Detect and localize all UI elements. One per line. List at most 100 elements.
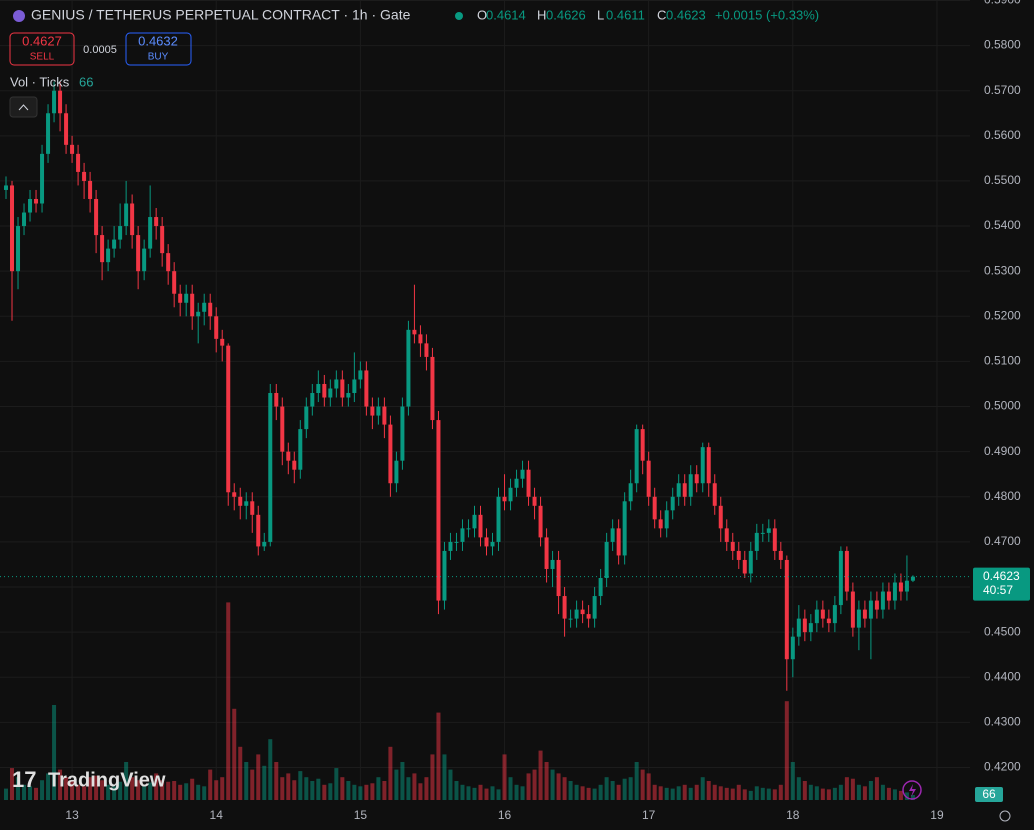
candle-body — [328, 388, 333, 398]
sell-label[interactable]: SELL — [30, 52, 55, 63]
volume-bar — [514, 784, 519, 800]
volume-bar — [862, 786, 867, 800]
buy-button[interactable] — [125, 32, 192, 66]
volume-bar — [778, 784, 783, 800]
candle-body — [472, 514, 477, 529]
volume-bar — [538, 750, 543, 800]
volume-bar — [118, 781, 123, 800]
time-axis-bg — [0, 802, 1034, 830]
candle-body — [118, 226, 123, 240]
candle-body — [430, 356, 435, 421]
candle-body — [820, 609, 825, 619]
ohlc-label: C — [657, 7, 666, 22]
symbol-title[interactable]: GENIUS / TETHERUS PERPETUAL CONTRACT · 1… — [31, 7, 411, 23]
ohlc-value: 0.4614 — [486, 7, 526, 22]
volume-bar — [340, 777, 345, 800]
volume-bar — [658, 786, 663, 800]
buy-price[interactable]: 0.4632 — [138, 33, 178, 48]
ohlc-label: L — [597, 7, 604, 22]
last-price-label: 0.4623 — [983, 569, 1020, 583]
candle-body — [730, 541, 735, 551]
candle-body — [508, 487, 513, 502]
volume-bar — [868, 781, 873, 800]
volume-bar — [646, 773, 651, 800]
candle-body — [148, 217, 153, 249]
y-tick-label: 0.4200 — [984, 760, 1021, 774]
candles — [4, 81, 915, 691]
candle-body — [772, 528, 777, 551]
candle-body — [682, 483, 687, 497]
candle-body — [208, 302, 213, 317]
volume-bar — [286, 773, 291, 800]
candle-body — [610, 528, 615, 542]
volume-bar — [808, 784, 813, 800]
sell-button[interactable] — [9, 32, 75, 66]
candle-body — [898, 582, 903, 592]
volume-bar — [640, 769, 645, 800]
volume-bar — [274, 762, 279, 800]
candle-body — [562, 596, 567, 619]
candle-body — [256, 514, 261, 547]
volume-bar — [814, 786, 819, 800]
candle-body — [334, 379, 339, 389]
candle-body — [424, 343, 429, 357]
candle-body — [784, 559, 789, 660]
y-tick-label: 0.5800 — [984, 38, 1021, 52]
volume-bar — [220, 777, 225, 800]
buy-label[interactable]: BUY — [148, 52, 169, 63]
candle-body — [442, 550, 447, 601]
candle-body — [136, 235, 141, 272]
alert-icon[interactable] — [902, 780, 922, 800]
collapse-button[interactable] — [9, 96, 38, 118]
volume-bar — [460, 784, 465, 800]
candle-body — [676, 483, 681, 497]
candle-body — [142, 248, 147, 272]
volume-bar — [742, 789, 747, 800]
candle-body — [316, 383, 321, 394]
volume-bar — [688, 787, 693, 800]
volume-bar — [784, 701, 789, 800]
volume-bar — [148, 782, 153, 800]
sell-price[interactable]: 0.4627 — [22, 33, 62, 48]
candle-body — [322, 383, 327, 398]
candle-body — [826, 618, 831, 624]
volume-bar — [622, 778, 627, 800]
candle-body — [688, 474, 693, 497]
candle-body — [382, 406, 387, 425]
settings-icon[interactable] — [999, 810, 1011, 822]
volume-bar — [616, 784, 621, 800]
spread: 0.0005 — [83, 44, 117, 56]
candle-body — [52, 90, 57, 114]
candle-body — [172, 271, 177, 294]
candle-body — [544, 537, 549, 569]
candle-body — [526, 469, 531, 497]
candle-body — [388, 424, 393, 484]
volume-bar — [358, 786, 363, 800]
candle-body — [190, 293, 195, 317]
price-axis-bg — [970, 0, 1034, 830]
volume-bar — [886, 787, 891, 800]
candle-body — [364, 370, 369, 407]
candle-body — [100, 235, 105, 263]
candle-body — [694, 474, 699, 484]
volume-bar — [238, 746, 243, 800]
candle-body — [832, 605, 837, 624]
candle-body — [394, 460, 399, 484]
candle-body — [202, 302, 207, 312]
volume-bar — [574, 784, 579, 800]
volume-bar — [94, 775, 99, 800]
volume-bar — [202, 786, 207, 800]
candle-body — [448, 541, 453, 551]
candle-body — [58, 90, 63, 114]
volume-bar — [130, 777, 135, 800]
candle-body — [94, 198, 99, 236]
candle-body — [280, 406, 285, 452]
volume-bar — [880, 784, 885, 800]
volume-bar — [796, 777, 801, 800]
volume-bar — [664, 787, 669, 800]
x-tick-label: 18 — [786, 808, 800, 822]
volume-bar — [472, 787, 477, 800]
volume-bar — [724, 787, 729, 800]
x-tick-label: 16 — [498, 808, 512, 822]
